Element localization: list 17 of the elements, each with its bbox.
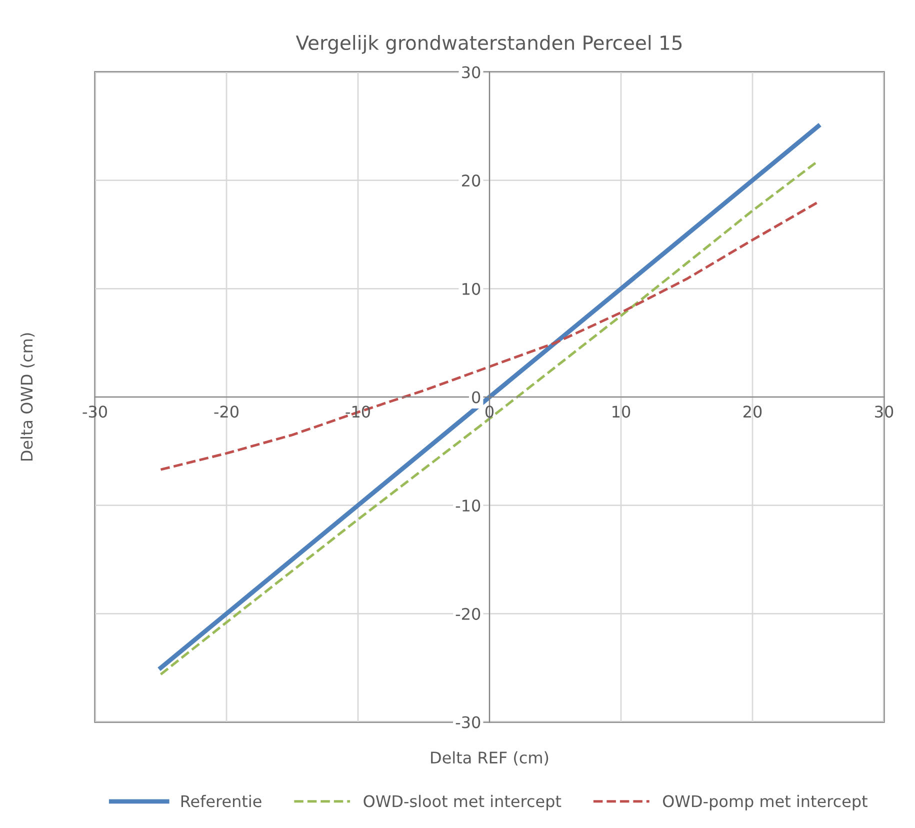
y-tick-label: -10	[456, 500, 480, 512]
y-axis-title: Delta OWD (cm)	[20, 333, 35, 461]
x-tick-label: -20	[214, 406, 238, 418]
y-tick-label: -30	[456, 716, 480, 728]
y-tick-label: -20	[456, 608, 480, 620]
y-tick-label: 0	[472, 391, 480, 404]
y-tick-label: 30	[462, 66, 480, 78]
x-axis-title: Delta REF (cm)	[431, 751, 548, 766]
line-series	[160, 200, 820, 471]
chart-title: Vergelijk grondwaterstanden Perceel 15	[296, 35, 682, 54]
legend-label: OWD-sloot met intercept	[364, 794, 562, 810]
x-tick-label: 20	[744, 406, 762, 418]
y-tick-label: 10	[462, 282, 480, 295]
legend-label: Referentie	[181, 794, 262, 808]
legend-label: OWD-pomp met intercept	[663, 794, 868, 810]
x-tick-label: 10	[612, 406, 630, 418]
y-tick-label: 20	[462, 174, 480, 187]
